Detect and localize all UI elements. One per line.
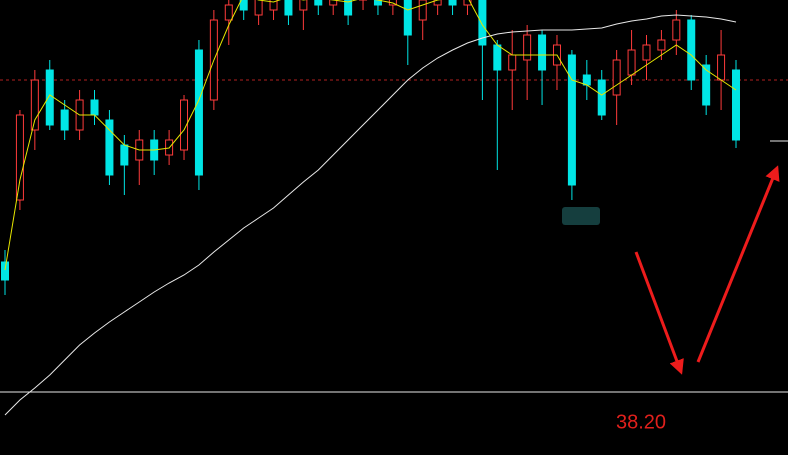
- candle-body: [60, 109, 69, 131]
- candle-body: [329, 0, 338, 6]
- candle-body: [582, 74, 591, 86]
- candle-body: [478, 0, 487, 46]
- candle-body: [627, 49, 636, 76]
- candle-body: [657, 39, 666, 51]
- candle-body: [672, 19, 681, 41]
- candle-body: [732, 69, 740, 141]
- candle-body: [344, 0, 353, 16]
- candle-body: [448, 0, 457, 6]
- candle-body: [194, 49, 203, 176]
- candle-body: [314, 0, 323, 6]
- candle-body: [508, 54, 517, 71]
- candle-body: [642, 44, 651, 61]
- candle-body: [239, 0, 248, 11]
- level-label: 38.20: [616, 411, 666, 433]
- candle-body: [15, 114, 24, 201]
- candle-body: [597, 79, 606, 116]
- moving-average: [4, 0, 737, 271]
- candle-body: [538, 34, 547, 71]
- candle-body: [433, 0, 442, 6]
- candle-body: [45, 69, 54, 126]
- down-arrow: [634, 251, 684, 375]
- candle-body: [523, 34, 532, 61]
- candle-body: [284, 0, 293, 16]
- candle-body: [493, 44, 502, 71]
- candle-body: [717, 54, 726, 81]
- candle-body: [418, 0, 427, 21]
- candle-body: [120, 144, 129, 166]
- plot-area: [0, 0, 788, 416]
- candle-body: [254, 0, 263, 16]
- blurred-label: [562, 207, 600, 225]
- candle-body: [612, 59, 621, 96]
- up-arrow: [696, 165, 780, 363]
- candle-body: [702, 64, 711, 106]
- candle-body: [269, 0, 278, 11]
- candle-body: [1, 261, 9, 281]
- candle-body: [30, 79, 39, 131]
- candle-body: [567, 54, 576, 186]
- candle-body: [687, 19, 696, 81]
- candle-body: [299, 0, 308, 11]
- candle-body: [180, 99, 189, 151]
- candle-body: [463, 0, 472, 6]
- candle-body: [105, 119, 114, 176]
- candle-body: [403, 0, 412, 36]
- candle-body: [373, 0, 382, 6]
- candle-body: [90, 99, 99, 116]
- moving-average: [4, 14, 737, 416]
- candle-body: [224, 4, 233, 21]
